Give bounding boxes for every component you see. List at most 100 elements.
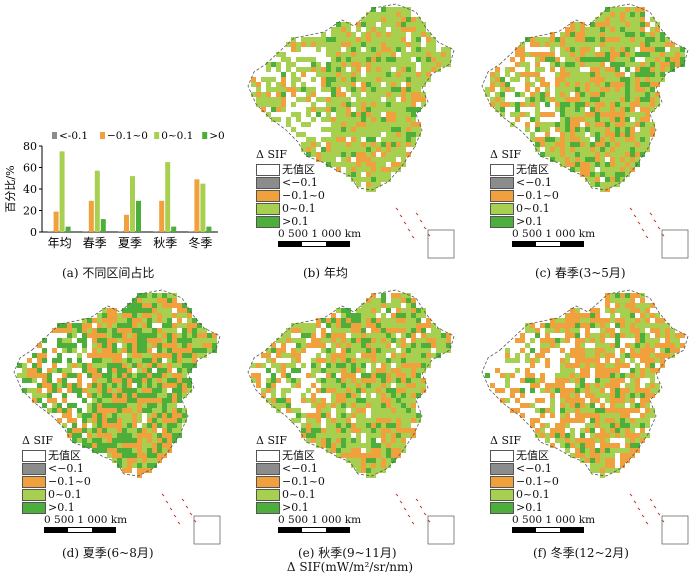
map-cell: [446, 47, 451, 52]
map-cell: [107, 363, 112, 368]
map-cell: [610, 7, 615, 12]
map-cell: [396, 418, 401, 423]
map-cell: [600, 443, 605, 448]
map-cell: [406, 323, 411, 328]
map-cell: [341, 333, 346, 338]
map-cell: [605, 142, 610, 147]
map-cell: [87, 383, 92, 388]
map-cell: [550, 97, 555, 102]
map-cell: [87, 363, 92, 368]
map-cell: [620, 82, 625, 87]
map-cell: [356, 428, 361, 433]
map-cell: [595, 343, 600, 348]
map-cell: [615, 127, 620, 132]
map-cell: [177, 383, 182, 388]
map-cell: [132, 463, 137, 468]
map-cell: [610, 433, 615, 438]
map-cell: [570, 348, 575, 353]
map-cell: [112, 323, 117, 328]
map-cell: [615, 77, 620, 82]
map-cell: [605, 303, 610, 308]
map-cell: [87, 403, 92, 408]
map-cell: [386, 328, 391, 333]
map-cell: [286, 408, 291, 413]
map-cell: [117, 363, 122, 368]
map-cell: [595, 398, 600, 403]
map-cell: [401, 363, 406, 368]
map-cell: [640, 97, 645, 102]
map-cell: [112, 353, 117, 358]
map-cell: [122, 393, 127, 398]
map-cell: [545, 92, 550, 97]
map-cell: [336, 37, 341, 42]
map-cell: [261, 107, 266, 112]
map-cell: [560, 318, 565, 323]
map-cell: [306, 423, 311, 428]
map-cell: [281, 388, 286, 393]
map-cell: [565, 67, 570, 72]
map-cell: [132, 343, 137, 348]
map-cell: [535, 383, 540, 388]
map-cell: [386, 77, 391, 82]
map-cell: [590, 353, 595, 358]
map-cell: [600, 428, 605, 433]
map-cell: [610, 27, 615, 32]
map-cell: [396, 107, 401, 112]
map-cell: [411, 388, 416, 393]
map-cell: [276, 107, 281, 112]
map-cell: [585, 448, 590, 453]
map-cell: [595, 463, 600, 468]
map-cell: [202, 343, 207, 348]
map-cell: [391, 22, 396, 27]
map-cell: [117, 403, 122, 408]
map-cell: [157, 318, 162, 323]
map-cell: [595, 77, 600, 82]
map-cell: [391, 132, 396, 137]
map-cell: [62, 368, 67, 373]
map-cell: [326, 418, 331, 423]
map-cell: [530, 52, 535, 57]
map-cell: [615, 182, 620, 187]
map-cell: [401, 47, 406, 52]
map-cell: [197, 328, 202, 333]
map-cell: [500, 112, 505, 117]
map-cell: [386, 348, 391, 353]
map-cell: [356, 22, 361, 27]
map-cell: [565, 127, 570, 132]
map-cell: [600, 162, 605, 167]
map-cell: [147, 318, 152, 323]
map-cell: [401, 438, 406, 443]
map-cell: [555, 87, 560, 92]
map-cell: [565, 328, 570, 333]
map-cell: [167, 328, 172, 333]
map-cell: [361, 117, 366, 122]
map-cell: [630, 127, 635, 132]
map-cell: [391, 17, 396, 22]
map-cell: [391, 393, 396, 398]
map-cell: [600, 338, 605, 343]
map-cell: [590, 408, 595, 413]
map-cell: [640, 77, 645, 82]
map-cell: [381, 323, 386, 328]
map-cell: [406, 363, 411, 368]
map-cell: [545, 112, 550, 117]
map-cell: [266, 67, 271, 72]
map-cell: [371, 363, 376, 368]
map-cell: [32, 388, 37, 393]
map-cell: [610, 17, 615, 22]
map-cell: [411, 17, 416, 22]
map-cell: [615, 343, 620, 348]
map-cell: [411, 343, 416, 348]
map-cell: [72, 323, 77, 328]
map-cell: [381, 403, 386, 408]
map-cell: [376, 182, 381, 187]
map-cell: [615, 157, 620, 162]
map-cell: [351, 388, 356, 393]
map-cell: [655, 77, 660, 82]
map-cell: [366, 463, 371, 468]
map-cell: [565, 368, 570, 373]
map-cell: [426, 338, 431, 343]
map-cell: [615, 293, 620, 298]
map-cell: [640, 142, 645, 147]
map-cell: [530, 42, 535, 47]
